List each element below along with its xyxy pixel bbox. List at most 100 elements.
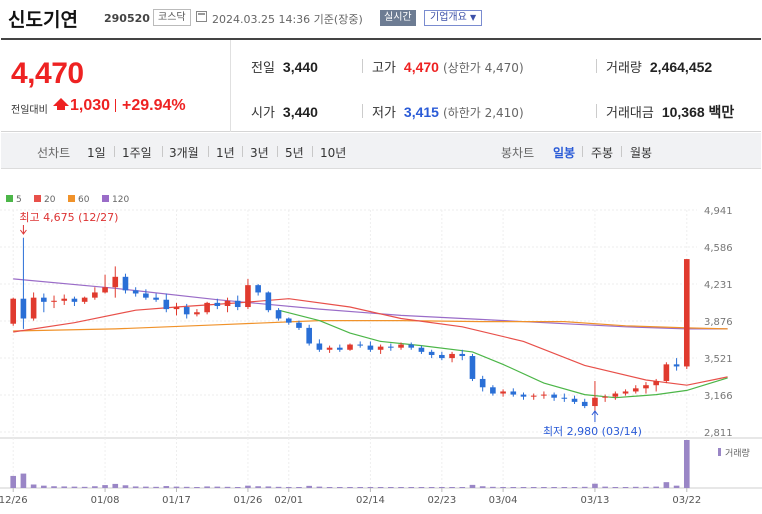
- x-tick-label: 12/26: [0, 495, 28, 506]
- candle-body: [551, 394, 557, 398]
- open-cell: 시가 3,440: [251, 102, 318, 122]
- candle-body: [224, 300, 231, 306]
- open-value: 3,440: [282, 104, 318, 120]
- high-cell: 고가 4,470 (상한가 4,470): [372, 57, 524, 77]
- volume-bar: [439, 487, 445, 488]
- high-label: 고가: [372, 61, 396, 76]
- candle-body: [653, 381, 659, 386]
- candle-body: [265, 292, 272, 311]
- tab-1y[interactable]: 1년: [216, 146, 235, 160]
- stock-header: 신도기연 290520 코스닥 2024.03.25 14:36 기준(장중) …: [0, 0, 762, 36]
- candlestick-chart-svg: 5 20 60 120 4,941 4,586 4,231 3,876 3,521 3,166 2…: [0, 195, 762, 506]
- low-cell: 저가 3,415 (하한가 2,410): [372, 102, 524, 122]
- candle-body: [643, 385, 649, 389]
- volume-bar: [173, 486, 180, 488]
- y-tick-label: 4,231: [704, 280, 733, 291]
- candle-body: [459, 353, 466, 357]
- legend-swatch: [34, 195, 41, 202]
- volume-bar: [663, 482, 670, 488]
- volume-bar: [571, 487, 578, 488]
- realtime-button[interactable]: 실시간: [380, 10, 416, 26]
- volume-bar: [612, 487, 619, 488]
- chevron-down-icon: ▼: [470, 13, 477, 22]
- candle-body: [449, 353, 455, 359]
- volume-bar: [132, 486, 139, 488]
- volume-bar: [643, 486, 649, 488]
- candle-body: [296, 322, 302, 328]
- divider: [162, 146, 163, 157]
- volume-bar: [204, 486, 210, 488]
- candle-body: [561, 397, 568, 399]
- volume-bar: [71, 486, 78, 488]
- volume-bar: [20, 473, 27, 488]
- ma60-line: [13, 320, 728, 332]
- volume-bar: [143, 486, 149, 488]
- volume-bar: [153, 486, 159, 488]
- tab-monthly[interactable]: 월봉: [630, 146, 653, 160]
- candle-body: [367, 345, 374, 350]
- volume-bar: [428, 487, 435, 488]
- candle-body: [530, 395, 537, 397]
- low-label: 저가: [372, 106, 396, 121]
- amount-value: 10,368 백만: [661, 104, 735, 120]
- candle-body: [132, 290, 139, 294]
- chart-legend: 5 20 60 120: [6, 195, 129, 205]
- tab-5y[interactable]: 5년: [285, 146, 304, 160]
- volume-bar: [469, 484, 476, 488]
- high-annotation: 최고 4,675 (12/27): [19, 211, 118, 224]
- x-tick-label: 01/26: [234, 495, 263, 506]
- volume-bar: [673, 485, 680, 488]
- legend-swatch: [102, 195, 109, 202]
- legend-label: 60: [78, 195, 90, 205]
- legend-label: 20: [44, 195, 56, 205]
- volume-bar: [367, 487, 374, 488]
- tab-3m[interactable]: 3개월: [169, 146, 199, 160]
- candle-body: [255, 285, 261, 293]
- tab-daily[interactable]: 일봉: [553, 146, 576, 160]
- volume-bar: [51, 486, 57, 488]
- legend-swatch: [68, 195, 75, 202]
- tab-weekly[interactable]: 주봉: [591, 146, 614, 160]
- current-price-panel: 4,470 전일대비 1,030 +29.94%: [1, 40, 231, 132]
- candle-body: [122, 276, 129, 291]
- candle-body: [622, 391, 629, 394]
- candle-body: [347, 344, 353, 350]
- volume-bar: [234, 487, 241, 488]
- candle-body: [673, 364, 680, 367]
- divider: [114, 146, 115, 157]
- y-tick-label: 3,876: [704, 317, 733, 328]
- volume-bar: [296, 487, 302, 488]
- tab-1w[interactable]: 1주일: [122, 146, 152, 160]
- x-tick-label: 02/01: [274, 495, 303, 506]
- candle-body: [234, 300, 241, 308]
- volume-bar: [41, 485, 47, 488]
- candle-body: [41, 297, 47, 302]
- x-tick-label: 02/23: [427, 495, 456, 506]
- volume-bar: [490, 486, 496, 488]
- candle-body: [61, 298, 68, 301]
- tab-1d[interactable]: 1일: [87, 146, 106, 160]
- ma20-line: [13, 298, 728, 386]
- candle-body: [51, 300, 57, 302]
- volume-legend-swatch: [718, 448, 721, 456]
- chart-axes: 4,941 4,586 4,231 3,876 3,521 3,166 2,811 12/26…: [0, 206, 750, 506]
- volume-bar: [398, 487, 404, 488]
- volume-bar: [530, 487, 537, 488]
- candle-body: [163, 299, 170, 310]
- candle-body: [71, 298, 78, 302]
- candles: [10, 237, 690, 415]
- chart-annotations: 최고 4,675 (12/27) 최저 2,980 (03/14): [19, 211, 642, 438]
- current-price: 4,470: [11, 57, 84, 90]
- candle-body: [173, 307, 180, 310]
- corp-info-dropdown[interactable]: 기업개요 ▼: [424, 10, 483, 26]
- candle-body: [398, 344, 404, 348]
- chart-period-tabs: 선차트 1일 1주일 3개월 1년 3년 5년 10년 봉차트 일봉 주봉 월봉: [1, 133, 761, 169]
- candle-body: [469, 356, 476, 379]
- candle-body: [153, 297, 159, 300]
- volume-bar: [102, 485, 108, 488]
- volume-bar: [449, 487, 455, 488]
- open-label: 시가: [251, 106, 275, 121]
- x-tick-label: 03/22: [672, 495, 701, 506]
- tab-3y[interactable]: 3년: [250, 146, 269, 160]
- tab-10y[interactable]: 10년: [320, 146, 347, 160]
